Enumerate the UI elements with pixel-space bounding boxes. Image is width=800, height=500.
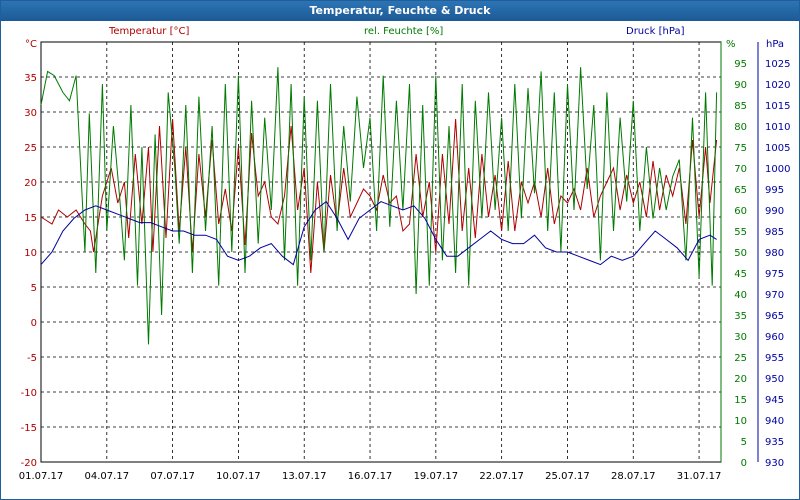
left-tick-label: 0	[31, 318, 37, 329]
right-pressure-tick-label: 995	[765, 185, 784, 196]
right-pressure-tick-label: 1010	[765, 122, 790, 133]
left-tick-label: 35	[24, 73, 37, 84]
series-title-humidity: rel. Feuchte [%]	[364, 26, 444, 37]
right-humidity-tick-label: 45	[734, 269, 747, 280]
right-pressure-tick-label: 1025	[765, 59, 790, 70]
right-humidity-tick-label: 5	[741, 437, 747, 448]
x-tick-label: 04.07.17	[85, 471, 130, 482]
right-pressure-tick-label: 1015	[765, 101, 790, 112]
right-pressure-tick-label: 1005	[765, 143, 790, 154]
right-humidity-tick-label: 0	[741, 458, 747, 469]
right-humidity-tick-label: 50	[734, 248, 747, 259]
right-pressure-tick-label: 950	[765, 374, 784, 385]
left-axis-unit: °C	[25, 39, 37, 50]
right-axis-pressure-unit: hPa	[766, 39, 785, 50]
right-humidity-tick-label: 80	[734, 122, 747, 133]
x-tick-label: 13.07.17	[282, 471, 327, 482]
right-humidity-tick-label: 40	[734, 290, 747, 301]
right-pressure-tick-label: 960	[765, 332, 784, 343]
right-axis-humidity-unit: %	[726, 39, 736, 50]
x-tick-label: 31.07.17	[677, 471, 722, 482]
right-pressure-tick-label: 930	[765, 458, 784, 469]
right-humidity-tick-label: 65	[734, 185, 747, 196]
right-pressure-tick-label: 975	[765, 269, 784, 280]
right-pressure-tick-label: 955	[765, 353, 784, 364]
x-tick-label: 19.07.17	[414, 471, 459, 482]
right-humidity-tick-label: 30	[734, 332, 747, 343]
x-tick-label: 28.07.17	[611, 471, 656, 482]
right-humidity-tick-label: 55	[734, 227, 747, 238]
humidity-line	[40, 67, 718, 345]
left-tick-label: -5	[27, 353, 37, 364]
right-humidity-tick-label: 20	[734, 374, 747, 385]
left-tick-label: -10	[21, 388, 37, 399]
right-humidity-tick-label: 90	[734, 80, 747, 91]
right-humidity-tick-label: 25	[734, 353, 747, 364]
chart-title: Temperatur, Feuchte & Druck	[1, 1, 799, 21]
left-tick-label: 20	[24, 178, 37, 189]
right-humidity-tick-label: 85	[734, 101, 747, 112]
left-tick-label: 15	[24, 213, 37, 224]
x-tick-label: 10.07.17	[216, 471, 261, 482]
right-pressure-tick-label: 1000	[765, 164, 790, 175]
pressure-line	[40, 200, 717, 266]
right-pressure-tick-label: 945	[765, 395, 784, 406]
left-tick-label: -20	[21, 458, 37, 469]
right-pressure-tick-label: 965	[765, 311, 784, 322]
right-humidity-tick-label: 95	[734, 59, 747, 70]
x-tick-label: 16.07.17	[348, 471, 393, 482]
right-humidity-tick-label: 75	[734, 143, 747, 154]
left-tick-label: 10	[24, 248, 37, 259]
x-tick-label: 25.07.17	[545, 471, 590, 482]
x-tick-label: 01.07.17	[19, 471, 64, 482]
series-title-temperature: Temperatur [°C]	[109, 26, 190, 37]
left-tick-label: 5	[31, 283, 37, 294]
right-humidity-tick-label: 15	[734, 395, 747, 406]
x-tick-label: 07.07.17	[150, 471, 195, 482]
x-tick-label: 22.07.17	[479, 471, 524, 482]
right-pressure-tick-label: 980	[765, 248, 784, 259]
left-tick-label: -15	[21, 423, 37, 434]
right-pressure-tick-label: 1020	[765, 80, 790, 91]
right-pressure-tick-label: 990	[765, 206, 784, 217]
right-pressure-tick-label: 935	[765, 437, 784, 448]
right-humidity-tick-label: 70	[734, 164, 747, 175]
left-tick-label: 30	[24, 108, 37, 119]
right-humidity-tick-label: 35	[734, 311, 747, 322]
left-tick-label: 25	[24, 143, 37, 154]
right-pressure-tick-label: 970	[765, 290, 784, 301]
right-pressure-tick-label: 985	[765, 227, 784, 238]
right-pressure-tick-label: 940	[765, 416, 784, 427]
right-humidity-tick-label: 10	[734, 416, 747, 427]
temperature-line	[40, 118, 718, 274]
right-humidity-tick-label: 60	[734, 206, 747, 217]
series-title-pressure: Druck [hPa]	[626, 26, 685, 37]
